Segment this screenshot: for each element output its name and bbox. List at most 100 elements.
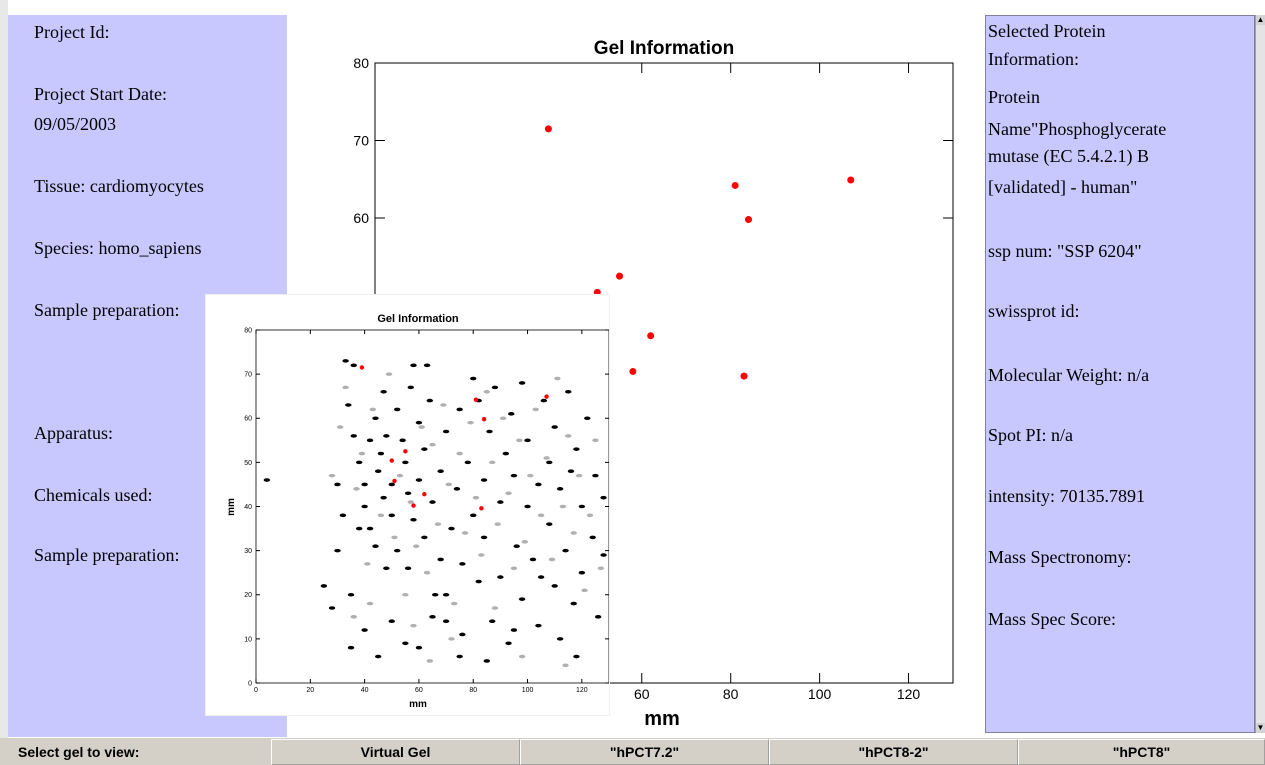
gel-spot (459, 562, 466, 566)
right-panel-scrollbar[interactable]: ▲ ▼ (1255, 15, 1265, 733)
gel-spot (392, 478, 397, 484)
y-tick-label: 40 (244, 504, 252, 511)
gel-spot (470, 513, 477, 518)
y-tick-label: 70 (244, 372, 252, 379)
gel-spot (342, 385, 349, 390)
gel-spot (584, 416, 591, 421)
gel-spot (575, 473, 583, 478)
gel-spot (377, 513, 385, 518)
gel-spot (540, 398, 548, 403)
gel-spot (429, 500, 436, 504)
x-tick-label: 120 (897, 686, 921, 702)
gel-spot (358, 451, 366, 456)
x-tick-label: 100 (522, 687, 534, 694)
gel-spot (347, 645, 355, 650)
protein-name-line: [validated] - human" (988, 177, 1138, 197)
gel-spot (385, 372, 393, 376)
gel-spot (383, 434, 390, 438)
gel-spot (481, 416, 487, 422)
protein-name-line: mutase (EC 5.4.2.1) B (988, 146, 1149, 166)
virtual-gel-button[interactable]: Virtual Gel (271, 739, 520, 765)
gel-spot (502, 451, 510, 456)
gel-spot (415, 478, 423, 482)
gel-spot (535, 623, 542, 628)
sample-prep-label-1: Sample preparation: (34, 300, 180, 320)
x-tick-label: 60 (634, 686, 650, 702)
gel-spot (497, 500, 504, 504)
gel-spot (394, 407, 401, 412)
swissprot-id-label: swissprot id: (988, 301, 1080, 321)
protein-info-line: Selected Protein (988, 21, 1106, 41)
gel-spot (388, 513, 395, 518)
y-tick-label: 50 (244, 460, 252, 467)
gel-spot (404, 566, 412, 571)
x-tick-label: 0 (254, 687, 258, 694)
gel-spot (510, 566, 518, 571)
gel-spot (544, 394, 549, 399)
gel-spot (366, 438, 374, 443)
select-gel-label: Select gel to view: (18, 744, 140, 760)
gel-spot (355, 460, 363, 465)
gel-spot (423, 363, 431, 368)
gel-spot (415, 420, 423, 425)
gel-spot (445, 482, 452, 487)
hpct72-button[interactable]: "hPCT7.2" (520, 739, 769, 765)
gel-spot (372, 544, 379, 549)
gel-spot (544, 125, 552, 133)
gel-spot (497, 575, 504, 579)
gel-spot (505, 641, 512, 646)
protein-name-line: Name"Phosphoglycerate (988, 119, 1167, 139)
molecular-weight-label: Molecular Weight: n/a (988, 365, 1150, 385)
gel-spot (616, 272, 624, 280)
gel-spot (600, 495, 607, 500)
gel-spot (442, 592, 450, 597)
gel-spot (508, 412, 515, 416)
gel-spot (399, 438, 406, 443)
gel-spot (521, 540, 529, 544)
gel-spot (537, 575, 545, 579)
gel-spot (744, 216, 752, 224)
gel-spot (518, 597, 526, 601)
main-chart-xlabel: mm (644, 708, 680, 730)
window-left-edge (0, 0, 8, 765)
gel-spot (437, 469, 444, 473)
gel-spot (592, 473, 599, 478)
gel-spot (847, 176, 855, 184)
gel-spot (567, 469, 575, 473)
gel-spot (350, 363, 357, 368)
gel-spot (505, 491, 512, 496)
gel-spot (418, 425, 425, 429)
gel-spot (361, 504, 368, 509)
scroll-up-icon[interactable]: ▲ (1256, 15, 1265, 25)
gel-spot (467, 420, 474, 425)
hpct8-button[interactable]: "hPCT8" (1018, 739, 1265, 765)
inset-chart-ylabel: mm (226, 498, 237, 516)
gel-spot (426, 659, 433, 663)
gel-spot (647, 332, 655, 340)
gel-spot (578, 504, 586, 509)
mass-spectronomy-label: Mass Spectronomy: (988, 547, 1132, 567)
gel-spot (334, 548, 341, 553)
intensity-label: intensity: 70135.7891 (988, 486, 1145, 506)
gel-spot (470, 376, 477, 381)
gel-spot (551, 584, 558, 588)
gel-spot (573, 654, 580, 659)
gel-spot (589, 535, 596, 540)
gel-spot (565, 434, 572, 438)
mass-spec-score-label: Mass Spec Score: (988, 609, 1116, 629)
hpct8-2-button[interactable]: "hPCT8-2" (769, 739, 1018, 765)
gel-spot (407, 500, 414, 504)
gel-spot (345, 403, 352, 407)
scroll-down-icon[interactable]: ▼ (1256, 723, 1265, 733)
gel-spot (410, 363, 417, 368)
y-tick-label: 20 (244, 592, 252, 599)
gel-spot (489, 619, 496, 624)
gel-spot (421, 447, 428, 451)
gel-spot (334, 482, 341, 487)
species-label: Species: homo_sapiens (34, 238, 202, 258)
ssp-num-label: ssp num: "SSP 6204" (988, 241, 1142, 261)
gel-spot (437, 557, 444, 562)
gel-spot (396, 473, 404, 478)
gel-spot (518, 381, 526, 385)
x-tick-label: 40 (361, 687, 369, 694)
